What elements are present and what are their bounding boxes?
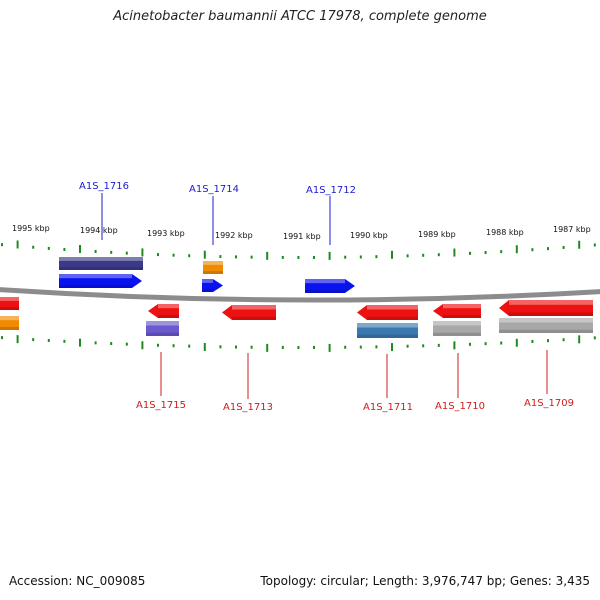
gene-arrow-highlight [509,300,593,305]
gene-partial-left[interactable] [0,297,19,310]
gene-label-A1S_1716[interactable]: A1S_1716 [79,181,129,192]
gene-track-lower[interactable] [433,321,481,336]
gene-track-lower[interactable] [357,323,418,338]
gene-arrow-body [357,323,418,338]
gene-arrow-highlight [59,274,132,279]
gene-arrow-highlight [146,321,179,326]
gene-arrow-shadow [305,289,345,293]
gene-arrow-highlight [443,304,481,309]
gene-arrow-body [357,305,418,320]
gene-A1S_1714[interactable] [202,279,223,292]
gene-arrow-body [0,316,19,330]
gene-track-lower[interactable] [146,321,179,336]
gene-arrow-shadow [357,334,418,338]
gene-A1S_1715[interactable] [148,304,179,318]
gene-arrow-body [433,321,481,336]
gene-arrow-highlight [203,261,223,265]
gene-arrow-body [222,305,276,320]
gene-arrow-shadow [0,307,19,310]
gene-track-upper[interactable] [59,257,143,270]
scale-label: 1987 kbp [553,225,591,234]
scale-label: 1989 kbp [418,230,456,239]
scale-label: 1990 kbp [350,231,388,240]
gene-arrow-shadow [232,316,276,320]
gene-label-A1S_1711[interactable]: A1S_1711 [363,402,413,413]
gene-arrow-body [433,304,481,318]
label-leaders [101,193,548,399]
gene-A1S_1711[interactable] [357,305,418,320]
gene-arrow-shadow [203,271,223,274]
gene-arrow-body [148,304,179,318]
gene-arrow-body [499,300,593,316]
gene-arrow-shadow [158,314,179,318]
gene-arrow-shadow [367,316,418,320]
gene-partial-left[interactable] [0,316,19,330]
gene-label-A1S_1710[interactable]: A1S_1710 [435,401,485,412]
gene-A1S_1710[interactable] [433,304,481,318]
gene-arrow-body [202,279,223,292]
gene-A1S_1709[interactable] [499,300,593,316]
genome-backbone [0,287,600,303]
gene-label-A1S_1715[interactable]: A1S_1715 [136,400,186,411]
gene-arrow-body [146,321,179,336]
gene-arrow-body [59,257,143,270]
gene-arrow-shadow [499,329,593,333]
gene-arrow-highlight [499,318,593,323]
gene-label-A1S_1709[interactable]: A1S_1709 [524,398,574,409]
gene-track-lower[interactable] [499,318,593,333]
scale-label: 1988 kbp [486,228,524,237]
gene-A1S_1716[interactable] [59,274,142,288]
gene-label-A1S_1714[interactable]: A1S_1714 [189,184,239,195]
gene-labels: A1S_1716 A1S_1714 A1S_1712 A1S_1715 A1S_1713… [79,181,574,413]
scale-label: 1995 kbp [12,224,50,233]
gene-arrow-shadow [433,332,481,336]
gene-arrow-highlight [305,279,345,284]
gene-arrow-shadow [59,284,132,288]
gene-arrow-highlight [357,323,418,328]
gene-arrow-shadow [146,332,179,336]
gene-arrow-highlight [232,305,276,310]
scale-ticks-inner [1,335,596,352]
gene-arrow-body [305,279,355,293]
gene-arrow-shadow [0,326,19,330]
gene-arrow-body [499,318,593,333]
gene-arrow-shadow [509,312,593,316]
gene-track-upper[interactable] [203,261,223,274]
gene-arrow-body [203,261,223,274]
gene-arrow-shadow [202,289,213,292]
gene-arrow-highlight [0,316,19,321]
gene-label-A1S_1713[interactable]: A1S_1713 [223,402,273,413]
gene-arrow-shadow [59,267,143,270]
gene-arrow-body [0,297,19,310]
gene-features [0,257,593,338]
gene-A1S_1713[interactable] [222,305,276,320]
scale-labels: 1995 kbp 1994 kbp 1993 kbp 1992 kbp 1991 kbp… [12,224,591,241]
gene-arrow-highlight [59,257,143,261]
genome-summary-text: Topology: circular; Length: 3,976,747 bp… [260,574,590,588]
accession-text: Accession: NC_009085 [9,574,146,588]
gene-arrow-highlight [367,305,418,310]
gene-arrow-highlight [433,321,481,326]
gene-label-A1S_1712[interactable]: A1S_1712 [306,185,356,196]
gene-arrow-highlight [202,279,213,283]
gene-arrow-highlight [158,304,179,309]
gene-arrow-shadow [443,314,481,318]
gene-arrow-body [59,274,142,288]
scale-ticks-outer [1,240,596,260]
scale-label: 1991 kbp [283,232,321,241]
scale-label: 1992 kbp [215,231,253,240]
gene-A1S_1712[interactable] [305,279,355,293]
scale-label: 1993 kbp [147,229,185,238]
scale-label: 1994 kbp [80,226,118,235]
gene-arrow-highlight [0,297,19,301]
map-title: Acinetobacter baumannii ATCC 17978, comp… [113,9,487,24]
